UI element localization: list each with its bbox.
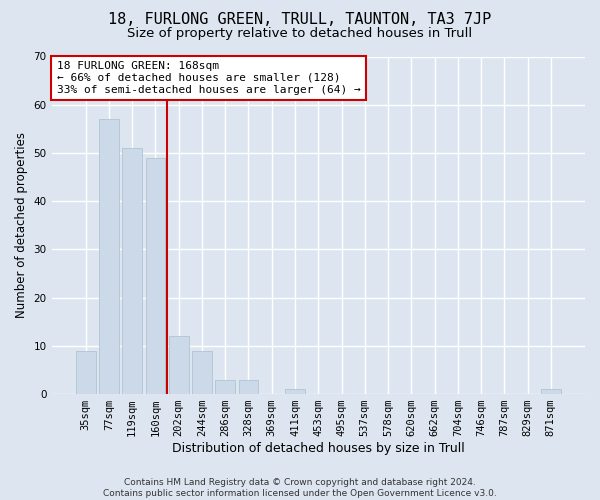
Bar (169, 336, 188, 394)
Bar (99, 119, 119, 394)
Text: Size of property relative to detached houses in Trull: Size of property relative to detached ho… (127, 28, 473, 40)
Text: 18, FURLONG GREEN, TRULL, TAUNTON, TA3 7JP: 18, FURLONG GREEN, TRULL, TAUNTON, TA3 7… (109, 12, 491, 28)
Bar (192, 350, 212, 394)
Bar (76, 350, 95, 394)
X-axis label: Distribution of detached houses by size in Trull: Distribution of detached houses by size … (172, 442, 464, 455)
Text: 18 FURLONG GREEN: 168sqm
← 66% of detached houses are smaller (128)
33% of semi-: 18 FURLONG GREEN: 168sqm ← 66% of detach… (57, 62, 361, 94)
Text: Contains HM Land Registry data © Crown copyright and database right 2024.
Contai: Contains HM Land Registry data © Crown c… (103, 478, 497, 498)
Bar (122, 148, 142, 394)
Bar (215, 380, 235, 394)
Bar (239, 380, 259, 394)
Bar (146, 158, 166, 394)
Bar (285, 390, 305, 394)
Y-axis label: Number of detached properties: Number of detached properties (15, 132, 28, 318)
Bar (541, 390, 561, 394)
